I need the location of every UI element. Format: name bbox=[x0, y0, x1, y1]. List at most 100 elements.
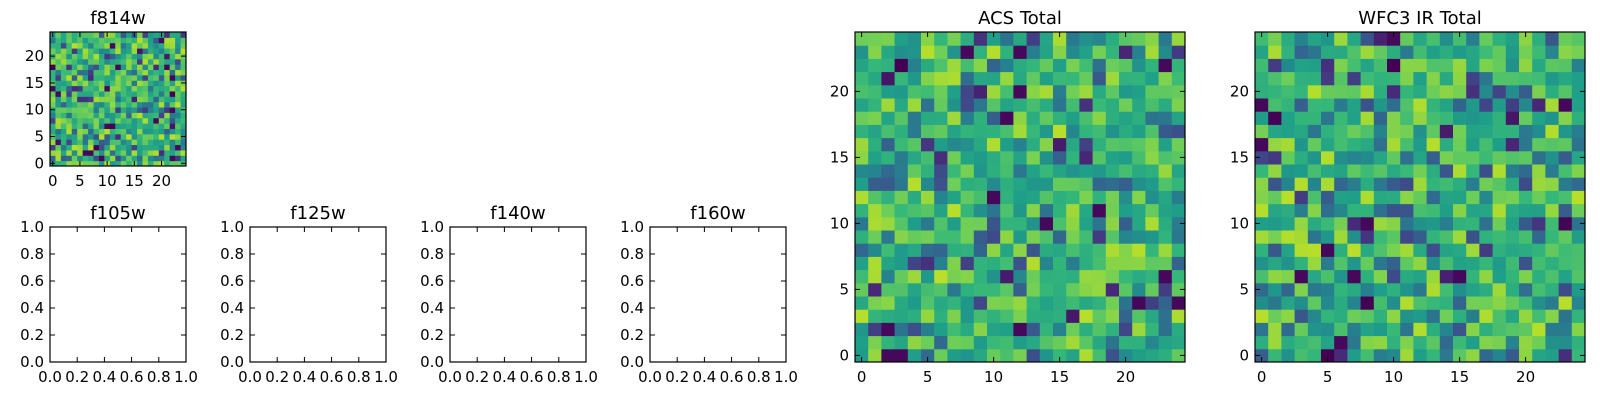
y-tick-label: 10 bbox=[1230, 214, 1249, 232]
heatmap-cell bbox=[1013, 256, 1028, 271]
x-tick-label: 0.6 bbox=[120, 368, 144, 386]
heatmap-cell bbox=[921, 124, 935, 139]
heatmap-cell bbox=[1426, 216, 1441, 231]
heatmap-cell bbox=[973, 348, 988, 363]
heatmap-cell bbox=[88, 155, 95, 162]
heatmap-cell bbox=[973, 230, 988, 244]
heatmap-cell bbox=[1145, 243, 1160, 257]
heatmap-cell bbox=[1092, 269, 1107, 284]
heatmap-cell bbox=[120, 107, 127, 113]
heatmap-cell bbox=[1519, 71, 1533, 86]
heatmap-cell bbox=[1092, 348, 1107, 363]
heatmap-cell bbox=[1519, 203, 1533, 218]
heatmap-cell bbox=[960, 243, 975, 257]
heatmap-cell bbox=[1387, 203, 1401, 218]
heatmap-cell bbox=[142, 64, 149, 71]
heatmap-cell bbox=[1026, 137, 1041, 152]
heatmap-cell bbox=[881, 58, 896, 73]
heatmap-cell bbox=[1334, 58, 1348, 73]
heatmap-cell bbox=[1453, 269, 1467, 284]
heatmap-cell bbox=[1479, 58, 1494, 73]
heatmap-cell bbox=[855, 203, 869, 218]
heatmap-cell bbox=[1466, 98, 1480, 112]
heatmap-cell bbox=[973, 111, 988, 125]
heatmap-cell bbox=[1000, 269, 1014, 284]
heatmap-cell bbox=[894, 150, 909, 165]
heatmap-cell bbox=[1558, 230, 1573, 244]
heatmap-cell bbox=[1479, 348, 1494, 363]
heatmap-cell bbox=[131, 117, 138, 124]
heatmap-cell bbox=[1413, 335, 1428, 350]
x-tick-label: 10 bbox=[984, 368, 1003, 386]
heatmap-cell bbox=[98, 112, 105, 119]
heatmap-cell bbox=[1053, 84, 1067, 99]
heatmap-cell bbox=[153, 160, 160, 167]
heatmap-cell bbox=[50, 123, 56, 129]
heatmap-cell bbox=[115, 53, 122, 60]
heatmap-cell bbox=[1066, 309, 1080, 323]
heatmap-cell bbox=[137, 64, 143, 71]
heatmap-cell bbox=[1505, 45, 1520, 59]
heatmap-cell bbox=[169, 123, 176, 129]
heatmap-cell bbox=[109, 117, 116, 124]
heatmap-cell bbox=[1000, 124, 1014, 139]
heatmap-cell bbox=[169, 90, 176, 97]
heatmap-cell bbox=[1532, 322, 1546, 337]
heatmap-cell bbox=[66, 32, 73, 38]
heatmap-cell bbox=[907, 348, 922, 363]
heatmap-cell bbox=[88, 69, 95, 76]
heatmap-cell bbox=[175, 128, 182, 135]
heatmap-cell bbox=[1439, 124, 1454, 139]
heatmap-cell bbox=[1519, 45, 1533, 59]
heatmap-cell bbox=[1158, 45, 1173, 59]
heatmap-cell bbox=[1307, 282, 1322, 297]
heatmap-cell bbox=[66, 74, 73, 81]
heatmap-cell bbox=[1013, 243, 1028, 257]
heatmap-cell bbox=[1294, 348, 1309, 363]
heatmap-cell bbox=[1281, 98, 1296, 112]
heatmap-cell bbox=[1092, 335, 1107, 350]
heatmap-cell bbox=[1268, 45, 1282, 59]
heatmap-cell bbox=[960, 216, 975, 231]
heatmap-cell bbox=[1413, 32, 1428, 46]
heatmap-cell bbox=[169, 48, 176, 54]
heatmap-cell bbox=[142, 128, 149, 135]
heatmap-cell bbox=[973, 71, 988, 86]
heatmap-cell bbox=[82, 101, 89, 108]
heatmap-cell bbox=[164, 123, 171, 129]
heatmap-cell bbox=[1519, 348, 1533, 363]
heatmap-cell bbox=[1360, 164, 1375, 178]
heatmap-cell bbox=[142, 37, 149, 44]
heatmap-cell bbox=[1373, 71, 1388, 86]
heatmap-cell bbox=[1558, 177, 1573, 191]
heatmap-cell bbox=[131, 48, 138, 54]
heatmap-cell bbox=[164, 128, 171, 135]
heatmap-cell bbox=[1400, 190, 1414, 205]
heatmap-cell bbox=[1479, 203, 1494, 218]
heatmap-cell bbox=[1426, 243, 1441, 257]
heatmap-cell bbox=[1373, 322, 1388, 337]
heatmap-cell bbox=[1466, 137, 1480, 152]
heatmap-cell bbox=[1132, 150, 1146, 165]
heatmap-cell bbox=[115, 48, 122, 54]
heatmap-cell bbox=[1013, 124, 1028, 139]
heatmap-cell bbox=[1347, 71, 1362, 86]
heatmap-cell bbox=[109, 101, 116, 108]
heatmap-cell bbox=[98, 37, 105, 44]
heatmap-cell bbox=[1334, 124, 1348, 139]
heatmap-cell bbox=[1360, 203, 1375, 218]
heatmap-cell bbox=[1132, 177, 1146, 191]
heatmap-cell bbox=[126, 155, 133, 162]
heatmap-cell bbox=[907, 269, 922, 284]
heatmap-cell bbox=[907, 309, 922, 323]
heatmap-cell bbox=[855, 230, 869, 244]
heatmap-cell bbox=[1171, 203, 1186, 218]
heatmap-cell bbox=[88, 74, 95, 81]
y-tick-label: 0.8 bbox=[620, 245, 644, 263]
heatmap-cell bbox=[1307, 190, 1322, 205]
heatmap-cell bbox=[1013, 309, 1028, 323]
heatmap-cell bbox=[175, 149, 182, 156]
heatmap-cell bbox=[1053, 45, 1067, 59]
heatmap-cell bbox=[1092, 296, 1107, 310]
